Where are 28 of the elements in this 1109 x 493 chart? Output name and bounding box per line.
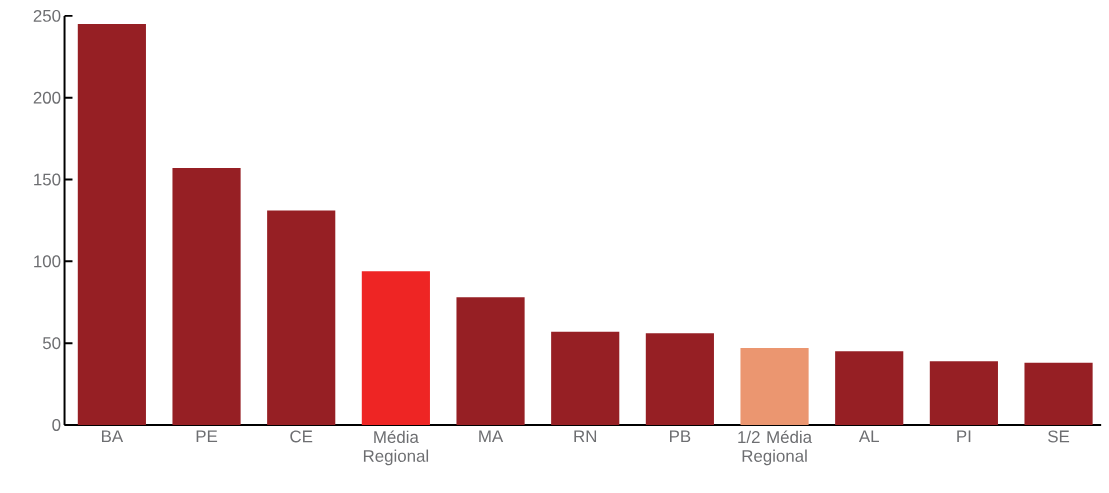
bar <box>172 167 241 425</box>
y-tick-label: 50 <box>42 336 61 349</box>
x-tick-label: AL <box>858 430 879 442</box>
bar <box>456 297 525 425</box>
y-tick-label: 100 <box>34 255 61 268</box>
y-tick-label: 250 <box>33 9 61 22</box>
bar <box>361 270 430 425</box>
bar <box>929 360 998 425</box>
x-tick-label: BA <box>102 430 124 442</box>
bar <box>267 210 336 425</box>
bar <box>645 333 714 425</box>
x-tick-label: MA <box>479 430 504 442</box>
bar <box>77 23 146 425</box>
bar <box>551 331 620 425</box>
y-tick-label: 0 <box>52 418 61 431</box>
x-tick-label: Média Regional <box>363 430 429 466</box>
bar <box>835 351 904 425</box>
bar <box>740 347 809 425</box>
y-tick-label: 150 <box>34 173 61 186</box>
x-tick-label: CE <box>290 430 313 443</box>
x-tick-label: PI <box>957 430 971 442</box>
x-tick-label: PE <box>196 430 218 442</box>
x-tick-label: 1/2 Média Regional <box>738 430 813 466</box>
y-tick-label: 200 <box>33 91 61 104</box>
x-tick-label: SE <box>1048 430 1070 443</box>
bar <box>1024 362 1093 425</box>
x-tick-label: RN <box>574 430 597 442</box>
x-tick-label: PB <box>670 430 691 442</box>
